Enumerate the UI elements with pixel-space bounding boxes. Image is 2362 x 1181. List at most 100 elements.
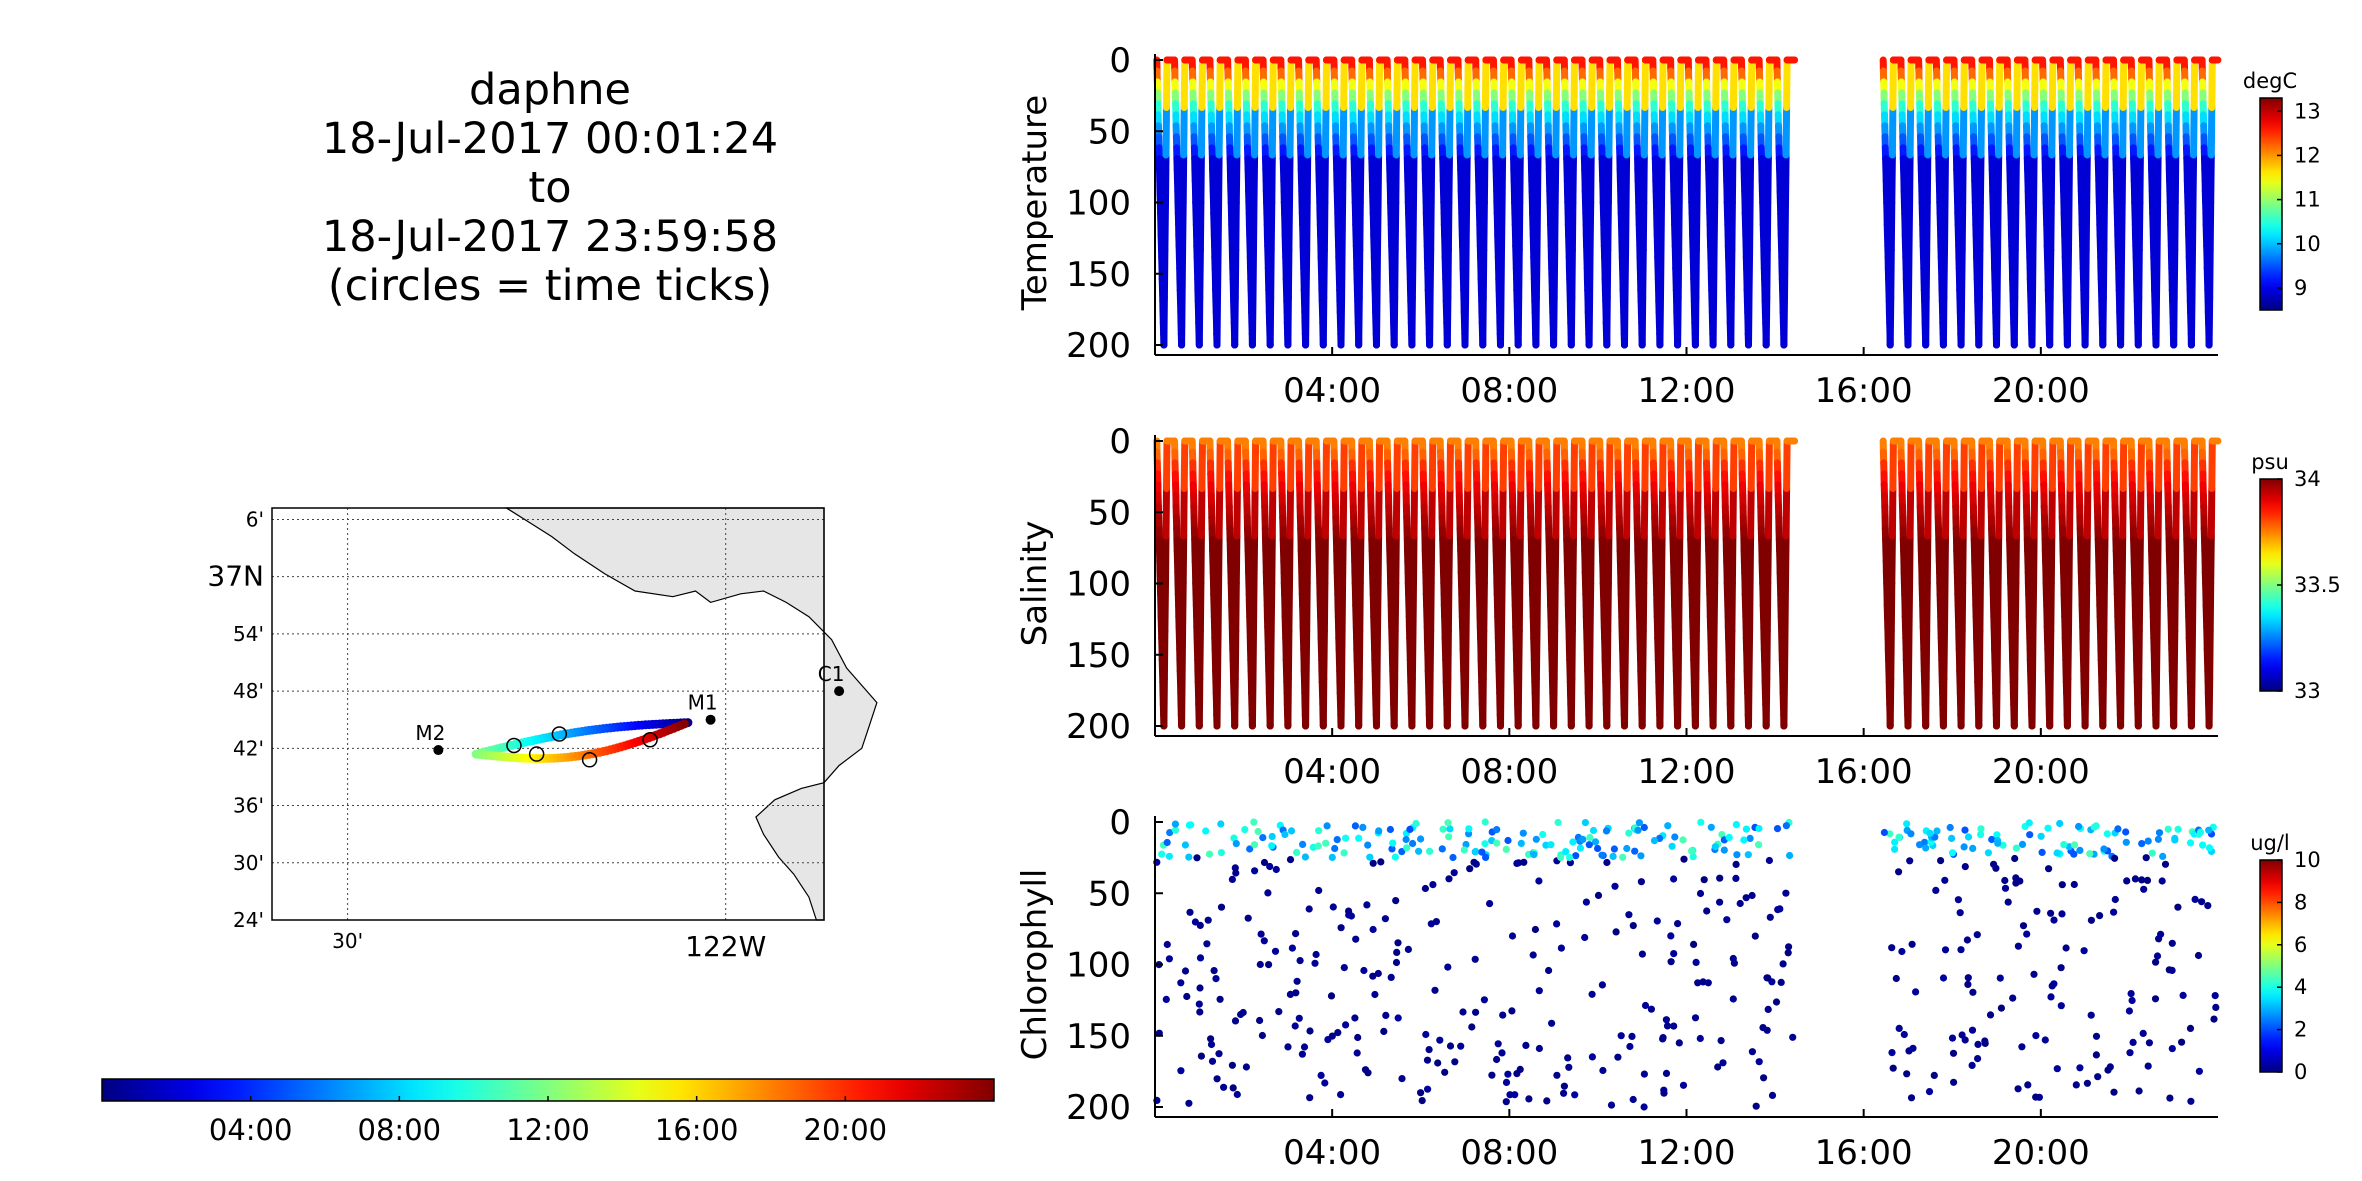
profile-segment — [1887, 246, 1895, 301]
data-point — [1323, 822, 1331, 830]
profile-segment — [1373, 675, 1381, 730]
profile-segment — [1213, 675, 1221, 730]
profile-segment — [1160, 246, 1169, 301]
profile-segment — [1995, 437, 2004, 492]
profile-segment — [1178, 246, 1187, 301]
profile-segment — [1906, 151, 1914, 206]
profile-segment — [1215, 104, 1224, 159]
data-point — [1347, 912, 1355, 920]
profile-segment — [2100, 580, 2108, 635]
profile-segment — [1923, 151, 1932, 206]
profile-segment — [1464, 56, 1472, 111]
profile-segment — [1639, 246, 1647, 301]
profile-segment — [1939, 675, 1948, 730]
profile-segment — [1426, 294, 1434, 349]
profile-segment — [1320, 627, 1328, 682]
profile-segment — [2083, 532, 2091, 587]
profile-segment — [2189, 532, 2198, 587]
panel-salinity: 0 50 100 150 200 04:00 08:00 12:00 16:00 20:00 Sal… — [1015, 422, 2341, 792]
data-point — [1281, 830, 1289, 839]
profile-segment — [1640, 104, 1649, 159]
profile-segment — [2012, 485, 2021, 540]
profile-segment — [1479, 675, 1487, 730]
profile-segment — [1568, 246, 1576, 301]
profile-segment — [1461, 675, 1470, 730]
profile-segment — [1763, 246, 1771, 301]
profile-segment — [1941, 532, 1949, 587]
profile-segment — [1426, 246, 1435, 301]
profile-segment — [2013, 56, 2021, 111]
data-point — [1187, 821, 1195, 829]
profile-segment — [1251, 485, 1259, 540]
y-tick-label: 150 — [1066, 255, 1131, 295]
profile-segment — [1498, 580, 1506, 635]
lon-tick-label: 122W — [685, 930, 766, 963]
mooring-marker — [834, 686, 845, 697]
profile-segment — [1375, 56, 1384, 111]
profile-segment — [1622, 532, 1631, 587]
profile-segment — [1728, 580, 1736, 635]
profile-segment — [1550, 675, 1558, 730]
profile-segment — [1463, 485, 1472, 540]
profile-segment — [2065, 580, 2073, 635]
profile-segment — [1782, 104, 1791, 159]
profile-segment — [1462, 246, 1470, 301]
profile-segment — [1535, 437, 1543, 492]
data-point — [1337, 1091, 1345, 1099]
profile-segment — [1445, 532, 1453, 587]
profile-segment — [1446, 485, 1454, 540]
profile-segment — [1923, 532, 1932, 587]
profile-segment — [2190, 104, 2198, 159]
profile-segment — [2099, 675, 2107, 730]
profile-segment — [1374, 532, 1383, 587]
profile-segment — [1692, 580, 1701, 635]
profile-segment — [1214, 580, 1223, 635]
profile-segment — [1994, 151, 2003, 206]
profile-segment — [2134, 294, 2143, 349]
profile-segment — [1231, 675, 1239, 730]
profile-segment — [1994, 532, 2003, 587]
data-point — [1299, 840, 1307, 849]
data-point — [1268, 842, 1276, 850]
profile-segment — [2046, 675, 2054, 730]
profile-segment — [1373, 627, 1381, 682]
profile-segment — [1463, 151, 1471, 206]
profile-segment — [1605, 437, 1614, 492]
profile-segment — [1499, 437, 1508, 492]
profile-segment — [2102, 56, 2110, 111]
profile-segment — [1941, 151, 1949, 206]
time-tick-circle — [581, 752, 598, 768]
data-point — [1158, 850, 1166, 858]
profile-segment — [1745, 294, 1753, 349]
colorbar-tick-label: 33 — [2294, 679, 2321, 703]
lat-tick-label: 30' — [233, 851, 264, 875]
profile-segment — [2190, 437, 2199, 492]
profile-segment — [1285, 580, 1293, 635]
profile-segment — [1675, 580, 1683, 635]
profile-segment — [1941, 580, 1949, 635]
profile-segment — [1728, 151, 1737, 206]
profile-segment — [1586, 580, 1595, 635]
profile-segment — [2012, 151, 2020, 206]
data-point — [1163, 940, 1171, 949]
profile-segment — [1568, 199, 1577, 254]
profile-segment — [1322, 56, 1330, 111]
profile-segment — [1408, 627, 1417, 682]
profile-segment — [1694, 485, 1702, 540]
profile-segment — [1410, 151, 1418, 206]
profile-segment — [1392, 485, 1401, 540]
profile-segment — [1781, 199, 1789, 254]
profile-segment — [1781, 580, 1789, 635]
profile-segment — [1268, 485, 1277, 540]
time-tick-circle — [528, 746, 545, 762]
mooring-label: C1 — [818, 662, 845, 686]
profile-segment — [1747, 485, 1755, 540]
data-point — [1337, 924, 1345, 932]
profile-segment — [1214, 199, 1223, 254]
profile-segment — [2048, 104, 2056, 159]
profile-segment — [2048, 485, 2056, 540]
data-point — [1208, 1057, 1217, 1065]
profile-segment — [1161, 199, 1169, 254]
data-point — [1185, 853, 1193, 861]
